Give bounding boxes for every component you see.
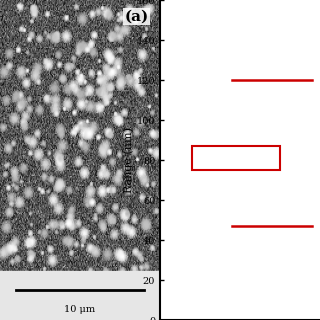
Y-axis label: Range (nm): Range (nm)	[123, 127, 134, 193]
Text: (a): (a)	[124, 10, 149, 24]
Text: 10 μm: 10 μm	[64, 305, 96, 314]
Bar	[192, 146, 280, 170]
